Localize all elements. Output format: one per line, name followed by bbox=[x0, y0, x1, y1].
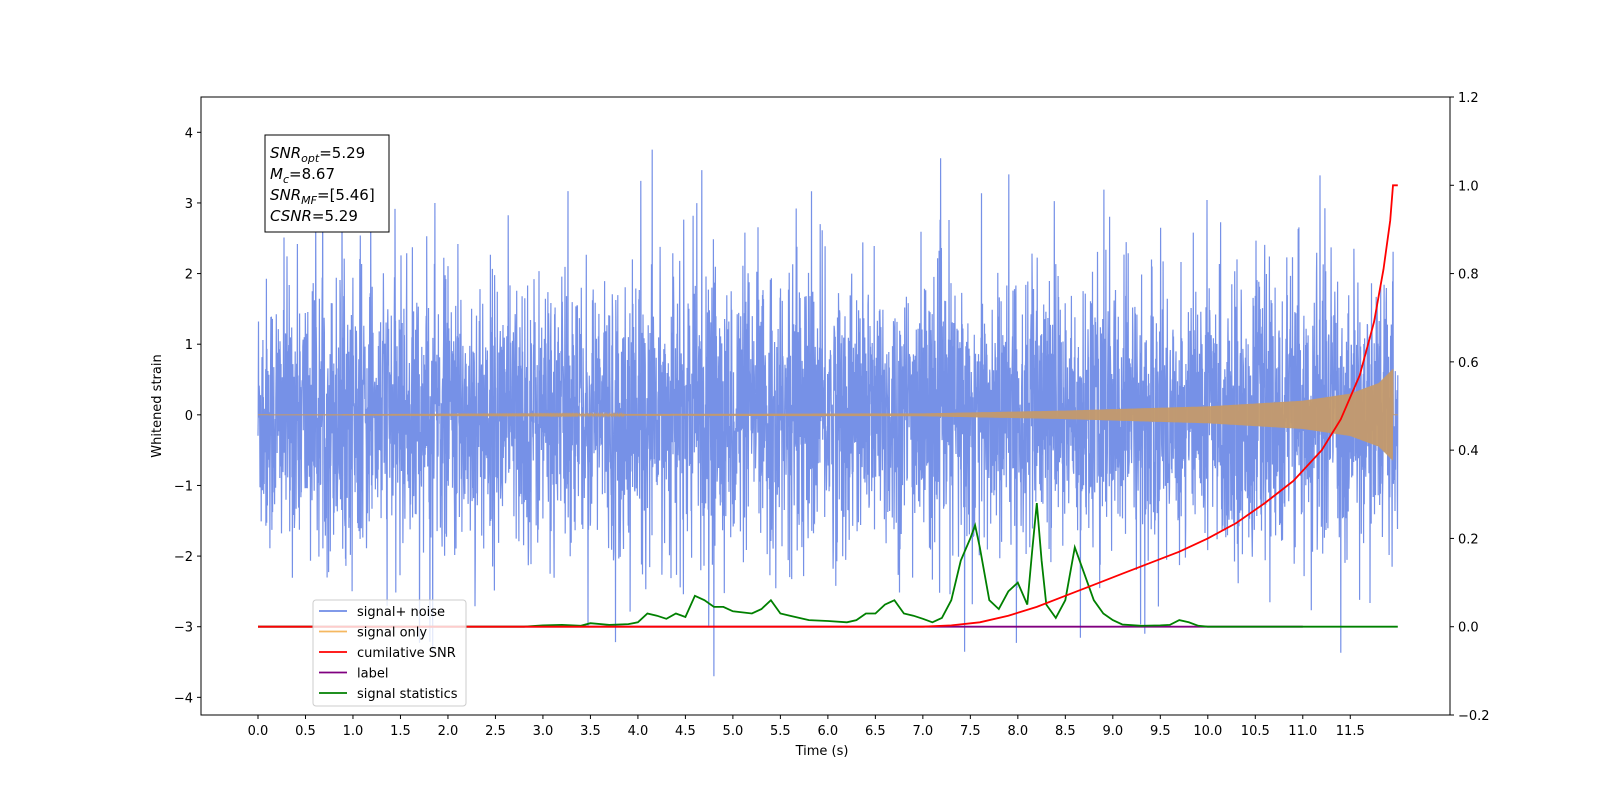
annotation-line: SNRMF=[5.46] bbox=[270, 186, 375, 207]
annotation-value: =[5.46] bbox=[317, 186, 375, 204]
x-tick-label: 5.0 bbox=[723, 724, 744, 739]
y2-tick-label: 0.0 bbox=[1458, 621, 1479, 636]
x-tick-label: 7.0 bbox=[913, 724, 934, 739]
annotation-subscript: opt bbox=[301, 152, 320, 165]
legend: signal+ noise signal only cumilative SNR la… bbox=[312, 599, 467, 707]
y2-tick-label: 0.8 bbox=[1458, 268, 1479, 283]
y-tick-label: −3 bbox=[174, 621, 193, 636]
series-cumulative-snr bbox=[258, 184, 1398, 628]
y-tick-label: 1 bbox=[185, 338, 193, 353]
annotation-variable: SNR bbox=[270, 186, 301, 204]
x-tick-label: 8.0 bbox=[1007, 724, 1028, 739]
annotation-frame bbox=[264, 134, 390, 233]
annotation-variable: SNR bbox=[270, 144, 301, 162]
annotation-subscript: MF bbox=[301, 194, 317, 207]
y-tick-label: 0 bbox=[185, 409, 193, 424]
y-axis-label: Whitened strain bbox=[150, 354, 165, 457]
annotation-value: =8.67 bbox=[289, 165, 335, 183]
x-axis-label: Time (s) bbox=[795, 744, 849, 759]
y-tick-label: 4 bbox=[185, 126, 193, 141]
annotation-line: Mc=8.67 bbox=[270, 165, 335, 186]
x-tick-label: 2.5 bbox=[485, 724, 506, 739]
x-tick-label: 11.0 bbox=[1288, 724, 1317, 739]
y2-tick-label: 0.4 bbox=[1458, 444, 1479, 459]
legend-label: label bbox=[357, 667, 388, 682]
legend-frame bbox=[312, 599, 467, 707]
legend-label: signal only bbox=[357, 626, 427, 641]
y2-tick-label: 1.2 bbox=[1458, 91, 1479, 106]
y-tick-label: 3 bbox=[185, 197, 193, 212]
y2-tick-label: 0.6 bbox=[1458, 356, 1479, 371]
y-axis-left: −4 −3 −2 −1 0 1 2 3 4 bbox=[174, 126, 201, 706]
annotation-line: CSNR=5.29 bbox=[270, 207, 358, 225]
x-tick-label: 6.0 bbox=[818, 724, 839, 739]
x-tick-label: 1.0 bbox=[343, 724, 364, 739]
y-tick-label: −2 bbox=[174, 550, 193, 565]
annotation-value: =5.29 bbox=[312, 207, 358, 225]
legend-label: signal+ noise bbox=[357, 605, 445, 620]
plot-frame bbox=[200, 96, 1451, 716]
x-tick-label: 10.5 bbox=[1241, 724, 1270, 739]
y-tick-label: −1 bbox=[174, 479, 193, 494]
annotation-line: SNRopt=5.29 bbox=[270, 144, 365, 165]
y2-tick-label: 0.2 bbox=[1458, 532, 1479, 547]
legend-label: signal statistics bbox=[357, 687, 458, 702]
x-tick-label: 3.0 bbox=[533, 724, 554, 739]
y-tick-label: −4 bbox=[174, 691, 193, 706]
x-tick-label: 4.0 bbox=[628, 724, 649, 739]
x-axis: 0.0 0.5 1.0 1.5 2.0 2.5 3.0 3.5 4.0 4.5 5.0 5.5 6.0 6… bbox=[248, 715, 1365, 739]
x-tick-label: 10.0 bbox=[1193, 724, 1222, 739]
annotation-subscript: c bbox=[283, 173, 289, 186]
x-tick-label: 4.5 bbox=[675, 724, 696, 739]
series-signal-statistics bbox=[258, 503, 1398, 628]
annotation-variable: CSNR bbox=[270, 207, 312, 225]
y-axis-right: −0.2 0.0 0.2 0.4 0.6 0.8 1.0 1.2 bbox=[1450, 91, 1490, 724]
y-tick-label: 2 bbox=[185, 268, 193, 283]
y2-tick-label: 1.0 bbox=[1458, 179, 1479, 194]
series-signal-only bbox=[258, 369, 1398, 461]
x-tick-label: 2.0 bbox=[438, 724, 459, 739]
y2-tick-label: −0.2 bbox=[1458, 709, 1490, 724]
x-tick-label: 3.5 bbox=[580, 724, 601, 739]
x-tick-label: 6.5 bbox=[865, 724, 886, 739]
legend-label: cumilative SNR bbox=[357, 646, 456, 661]
x-tick-label: 1.5 bbox=[390, 724, 411, 739]
annotation-variable: M bbox=[270, 165, 283, 183]
x-tick-label: 9.5 bbox=[1150, 724, 1171, 739]
x-tick-label: 0.5 bbox=[295, 724, 316, 739]
series-signal-noise bbox=[257, 149, 1399, 677]
x-tick-label: 9.0 bbox=[1102, 724, 1123, 739]
x-tick-label: 11.5 bbox=[1336, 724, 1365, 739]
x-tick-label: 8.5 bbox=[1055, 724, 1076, 739]
annotation-value: =5.29 bbox=[319, 144, 365, 162]
x-tick-label: 7.5 bbox=[960, 724, 981, 739]
x-tick-label: 0.0 bbox=[248, 724, 269, 739]
x-tick-label: 5.5 bbox=[770, 724, 791, 739]
